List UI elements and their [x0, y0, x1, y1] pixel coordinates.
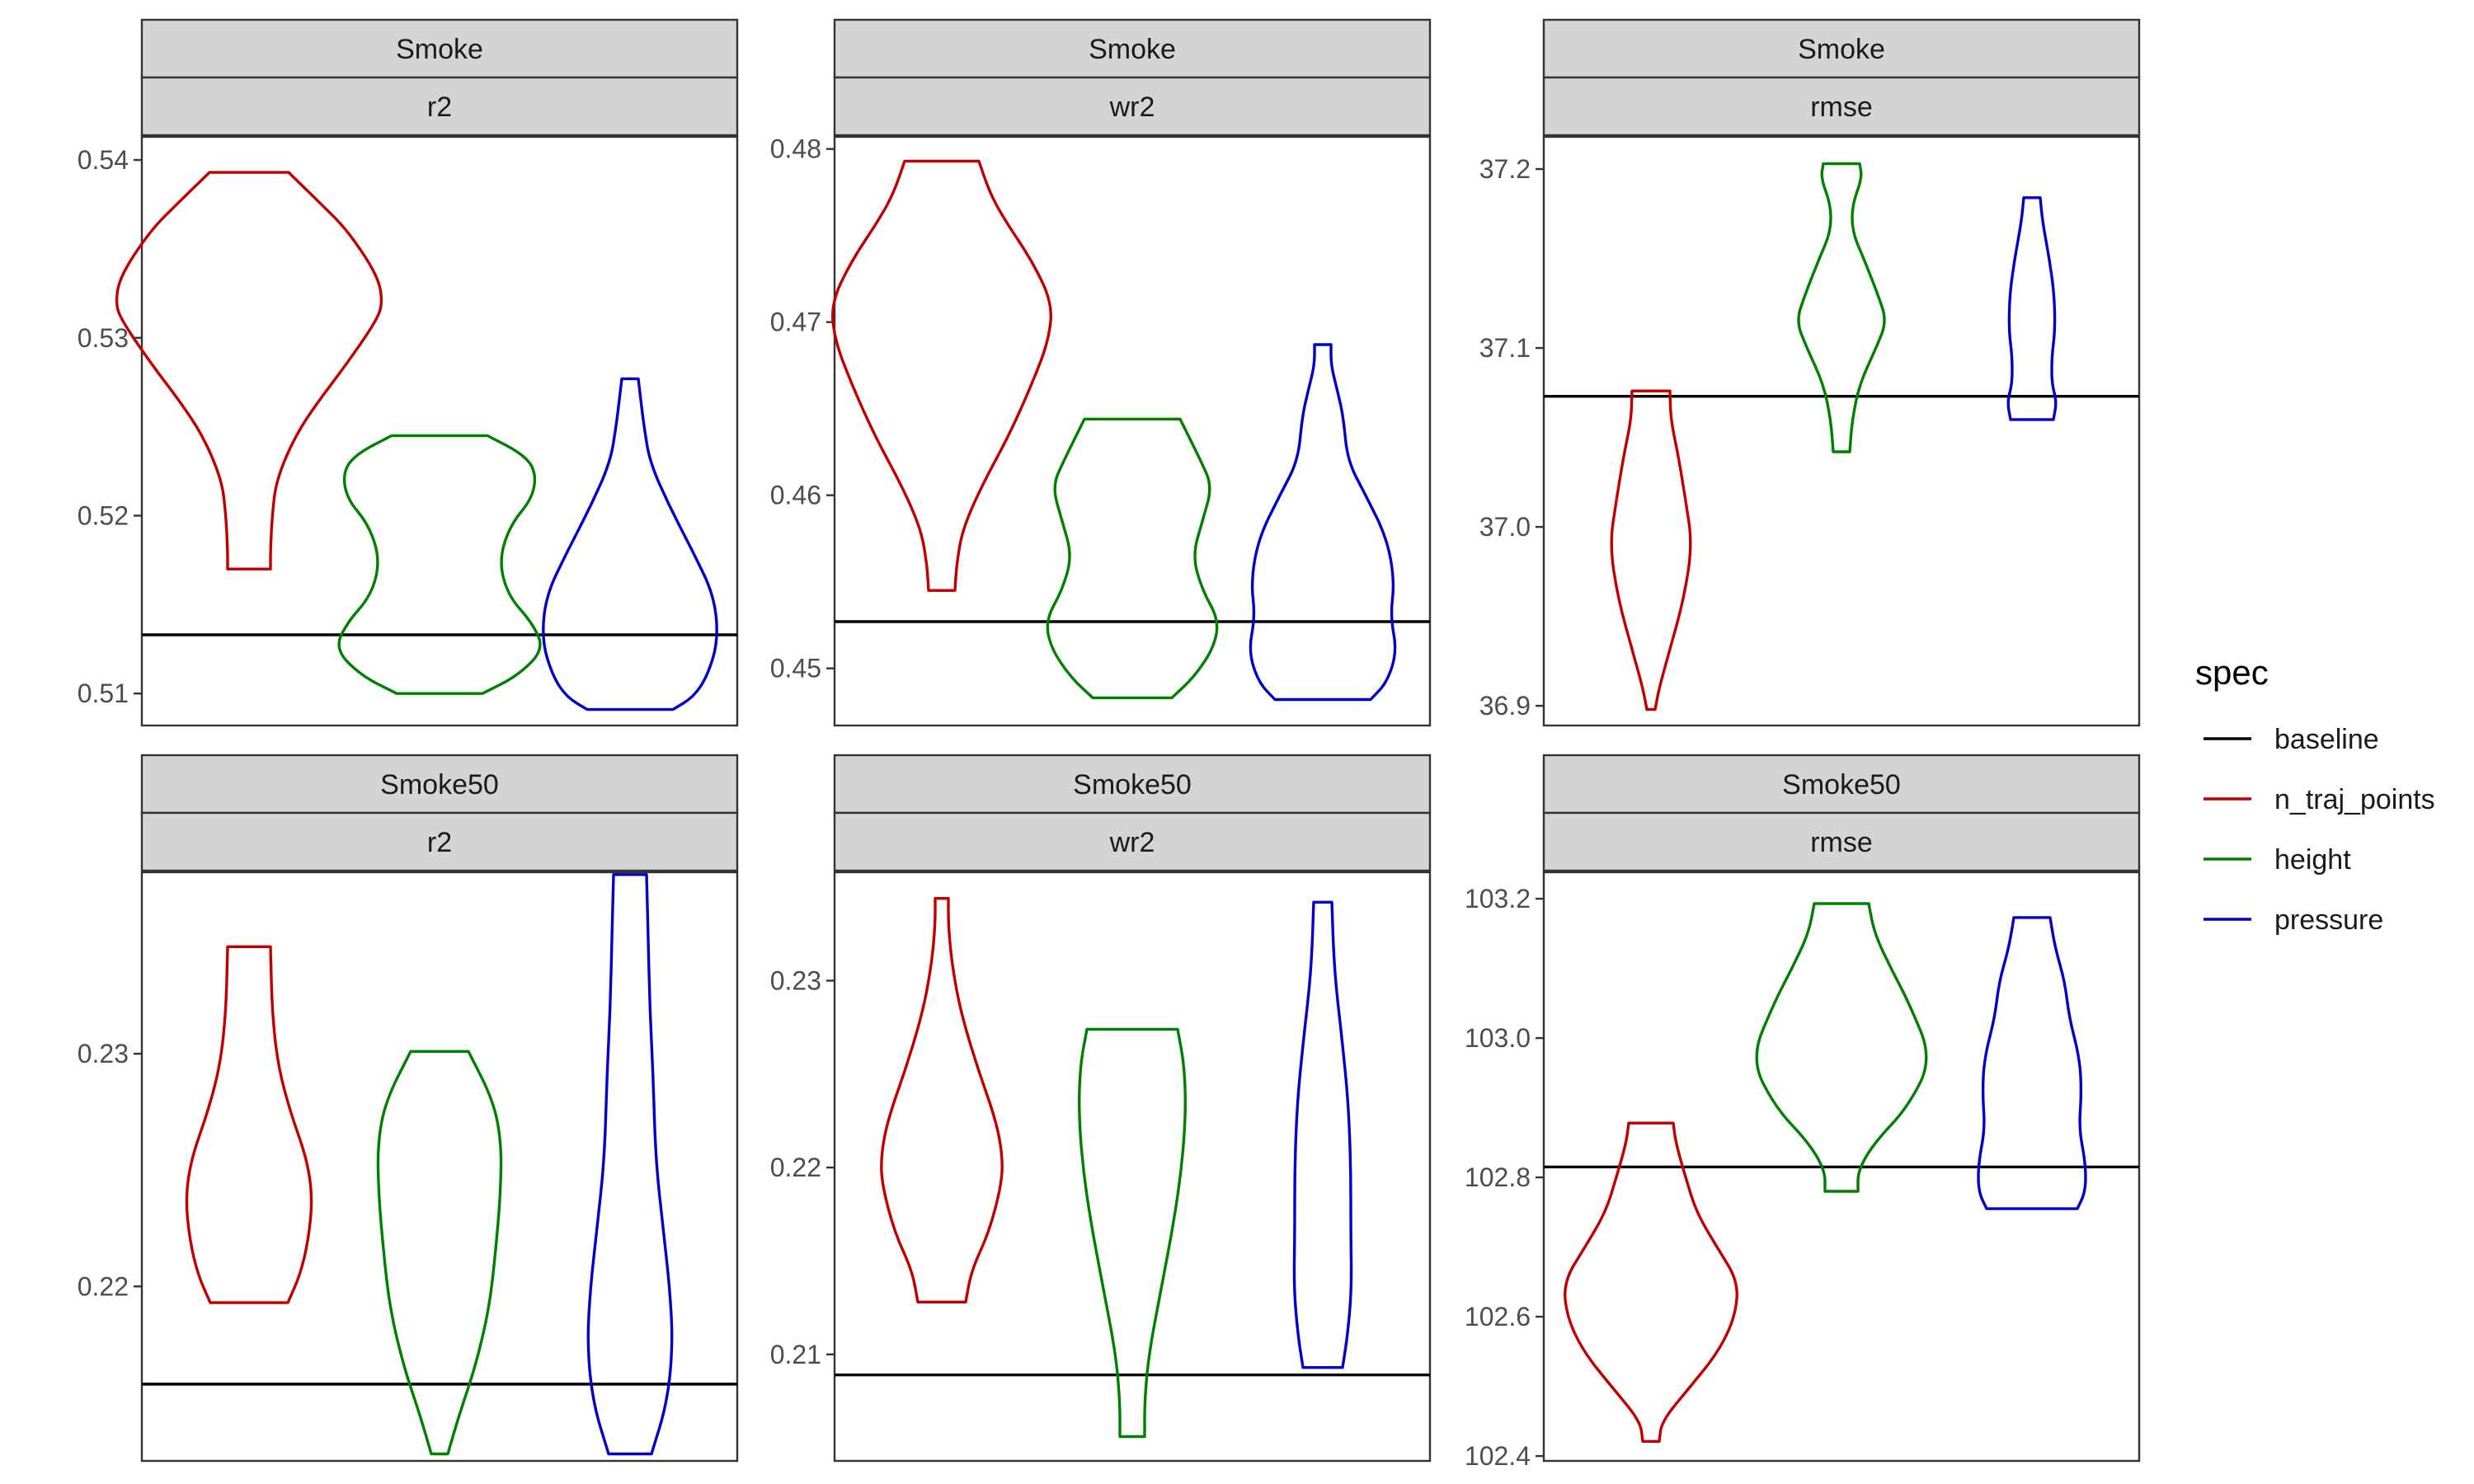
legend-item: n_traj_points: [2204, 784, 2435, 815]
violin-height: [1797, 162, 1886, 453]
y-tick-label: 0.52: [78, 500, 129, 530]
violin-n-traj-points: [1610, 389, 1692, 711]
facet-strip-dataset: Smoke: [1542, 18, 2141, 79]
violin-height: [337, 434, 542, 695]
legend-item: height: [2204, 844, 2351, 876]
y-tick-label: 0.48: [770, 134, 821, 164]
facet-strip-dataset-label: Smoke50: [1073, 769, 1192, 801]
legend-label: baseline: [2274, 724, 2379, 755]
facet-strip-metric-label: rmse: [1810, 827, 1873, 858]
y-tick-label: 36.9: [1479, 691, 1531, 721]
legend-item: baseline: [2204, 724, 2379, 755]
y-tick-label: 0.22: [78, 1271, 129, 1301]
y-tick-label: 0.51: [78, 679, 129, 708]
facet-panels: Smoke r2 0.51 0.52 0.53 0.54 Smoke wr2 0.45 0.46 0…: [78, 18, 2141, 1471]
y-tick-label: 102.6: [1465, 1302, 1531, 1331]
violin-n-traj-points: [115, 171, 383, 571]
y-tick-label: 0.47: [770, 308, 821, 337]
facet-strip-dataset: Smoke50: [1542, 754, 2141, 815]
y-tick-label: 103.0: [1465, 1023, 1531, 1053]
violin-n-traj-points: [831, 159, 1052, 592]
facet-panel: Smoke50 wr2 0.21 0.22 0.23: [770, 754, 1432, 1463]
violin-pressure: [2006, 196, 2058, 421]
plot-area: [1542, 135, 2141, 727]
legend-label: n_traj_points: [2274, 784, 2435, 815]
y-tick-label: 103.2: [1465, 884, 1531, 913]
facet-strip-metric-label: wr2: [1109, 827, 1155, 858]
facet-panel: Smoke50 r2 0.22 0.23: [78, 754, 739, 1463]
y-tick-label: 0.54: [78, 145, 129, 175]
violin-n-traj-points: [880, 897, 1004, 1303]
facet-strip-metric-label: rmse: [1810, 92, 1873, 123]
plot-area: [140, 871, 739, 1463]
facet-strip-metric: r2: [140, 811, 739, 872]
facet-panel: Smoke wr2 0.45 0.46 0.47 0.48: [770, 18, 1432, 727]
facet-strip-dataset-label: Smoke50: [380, 769, 499, 801]
violin-pressure: [1292, 900, 1353, 1369]
facet-strip-dataset-label: Smoke: [1798, 34, 1885, 65]
facet-strip-dataset: Smoke50: [833, 754, 1432, 815]
y-tick-label: 0.23: [78, 1039, 129, 1068]
y-tick-label: 0.23: [770, 965, 821, 995]
legend-label: height: [2274, 844, 2351, 876]
violin-height: [1755, 902, 1928, 1193]
facet-strip-metric: wr2: [833, 811, 1432, 872]
y-tick-label: 37.2: [1479, 154, 1531, 184]
violin-height: [1078, 1027, 1187, 1439]
violin-height: [376, 1050, 503, 1456]
facet-strip-metric: rmse: [1542, 76, 2141, 137]
y-tick-label: 102.8: [1465, 1162, 1531, 1192]
violin-pressure: [1977, 916, 2087, 1210]
facet-strip-dataset: Smoke: [140, 18, 739, 79]
facet-strip-metric-label: r2: [427, 92, 452, 123]
facet-strip-metric: wr2: [833, 76, 1432, 137]
legend-title: spec: [2195, 653, 2269, 692]
facet-strip-metric-label: r2: [427, 827, 452, 858]
violin-n-traj-points: [185, 945, 313, 1304]
violin-pressure: [586, 873, 674, 1456]
y-tick-label: 0.53: [78, 323, 129, 353]
facet-strip-dataset-label: Smoke50: [1782, 769, 1901, 801]
legend-item: pressure: [2204, 904, 2383, 936]
facet-strip-metric: rmse: [1542, 811, 2141, 872]
facet-strip-dataset: Smoke50: [140, 754, 739, 815]
facet-strip-dataset-label: Smoke: [396, 34, 483, 65]
plot-area: [833, 135, 1432, 727]
y-tick-label: 0.21: [770, 1340, 821, 1369]
facet-panel: Smoke rmse 36.9 37.0 37.1 37.2: [1479, 18, 2141, 727]
violin-n-traj-points: [1564, 1121, 1738, 1443]
facet-strip-dataset-label: Smoke: [1089, 34, 1176, 65]
y-tick-label: 0.22: [770, 1153, 821, 1182]
y-tick-label: 37.1: [1479, 333, 1531, 363]
y-tick-label: 0.45: [770, 654, 821, 683]
violin-pressure: [542, 377, 718, 711]
facet-panel: Smoke r2 0.51 0.52 0.53 0.54: [78, 18, 739, 727]
violin-pressure: [1249, 343, 1397, 702]
facet-strip-metric-label: wr2: [1109, 92, 1155, 123]
facet-strip-metric: r2: [140, 76, 739, 137]
legend-label: pressure: [2274, 904, 2383, 936]
y-tick-label: 0.46: [770, 481, 821, 510]
plot-area: [140, 135, 739, 727]
facet-panel: Smoke50 rmse 102.4 102.6 102.8 103.0 103.2: [1465, 754, 2141, 1471]
plot-area: [833, 871, 1432, 1463]
y-tick-label: 37.0: [1479, 512, 1531, 542]
y-tick-label: 102.4: [1465, 1441, 1531, 1471]
facet-strip-dataset: Smoke: [833, 18, 1432, 79]
violin-height: [1046, 417, 1219, 700]
